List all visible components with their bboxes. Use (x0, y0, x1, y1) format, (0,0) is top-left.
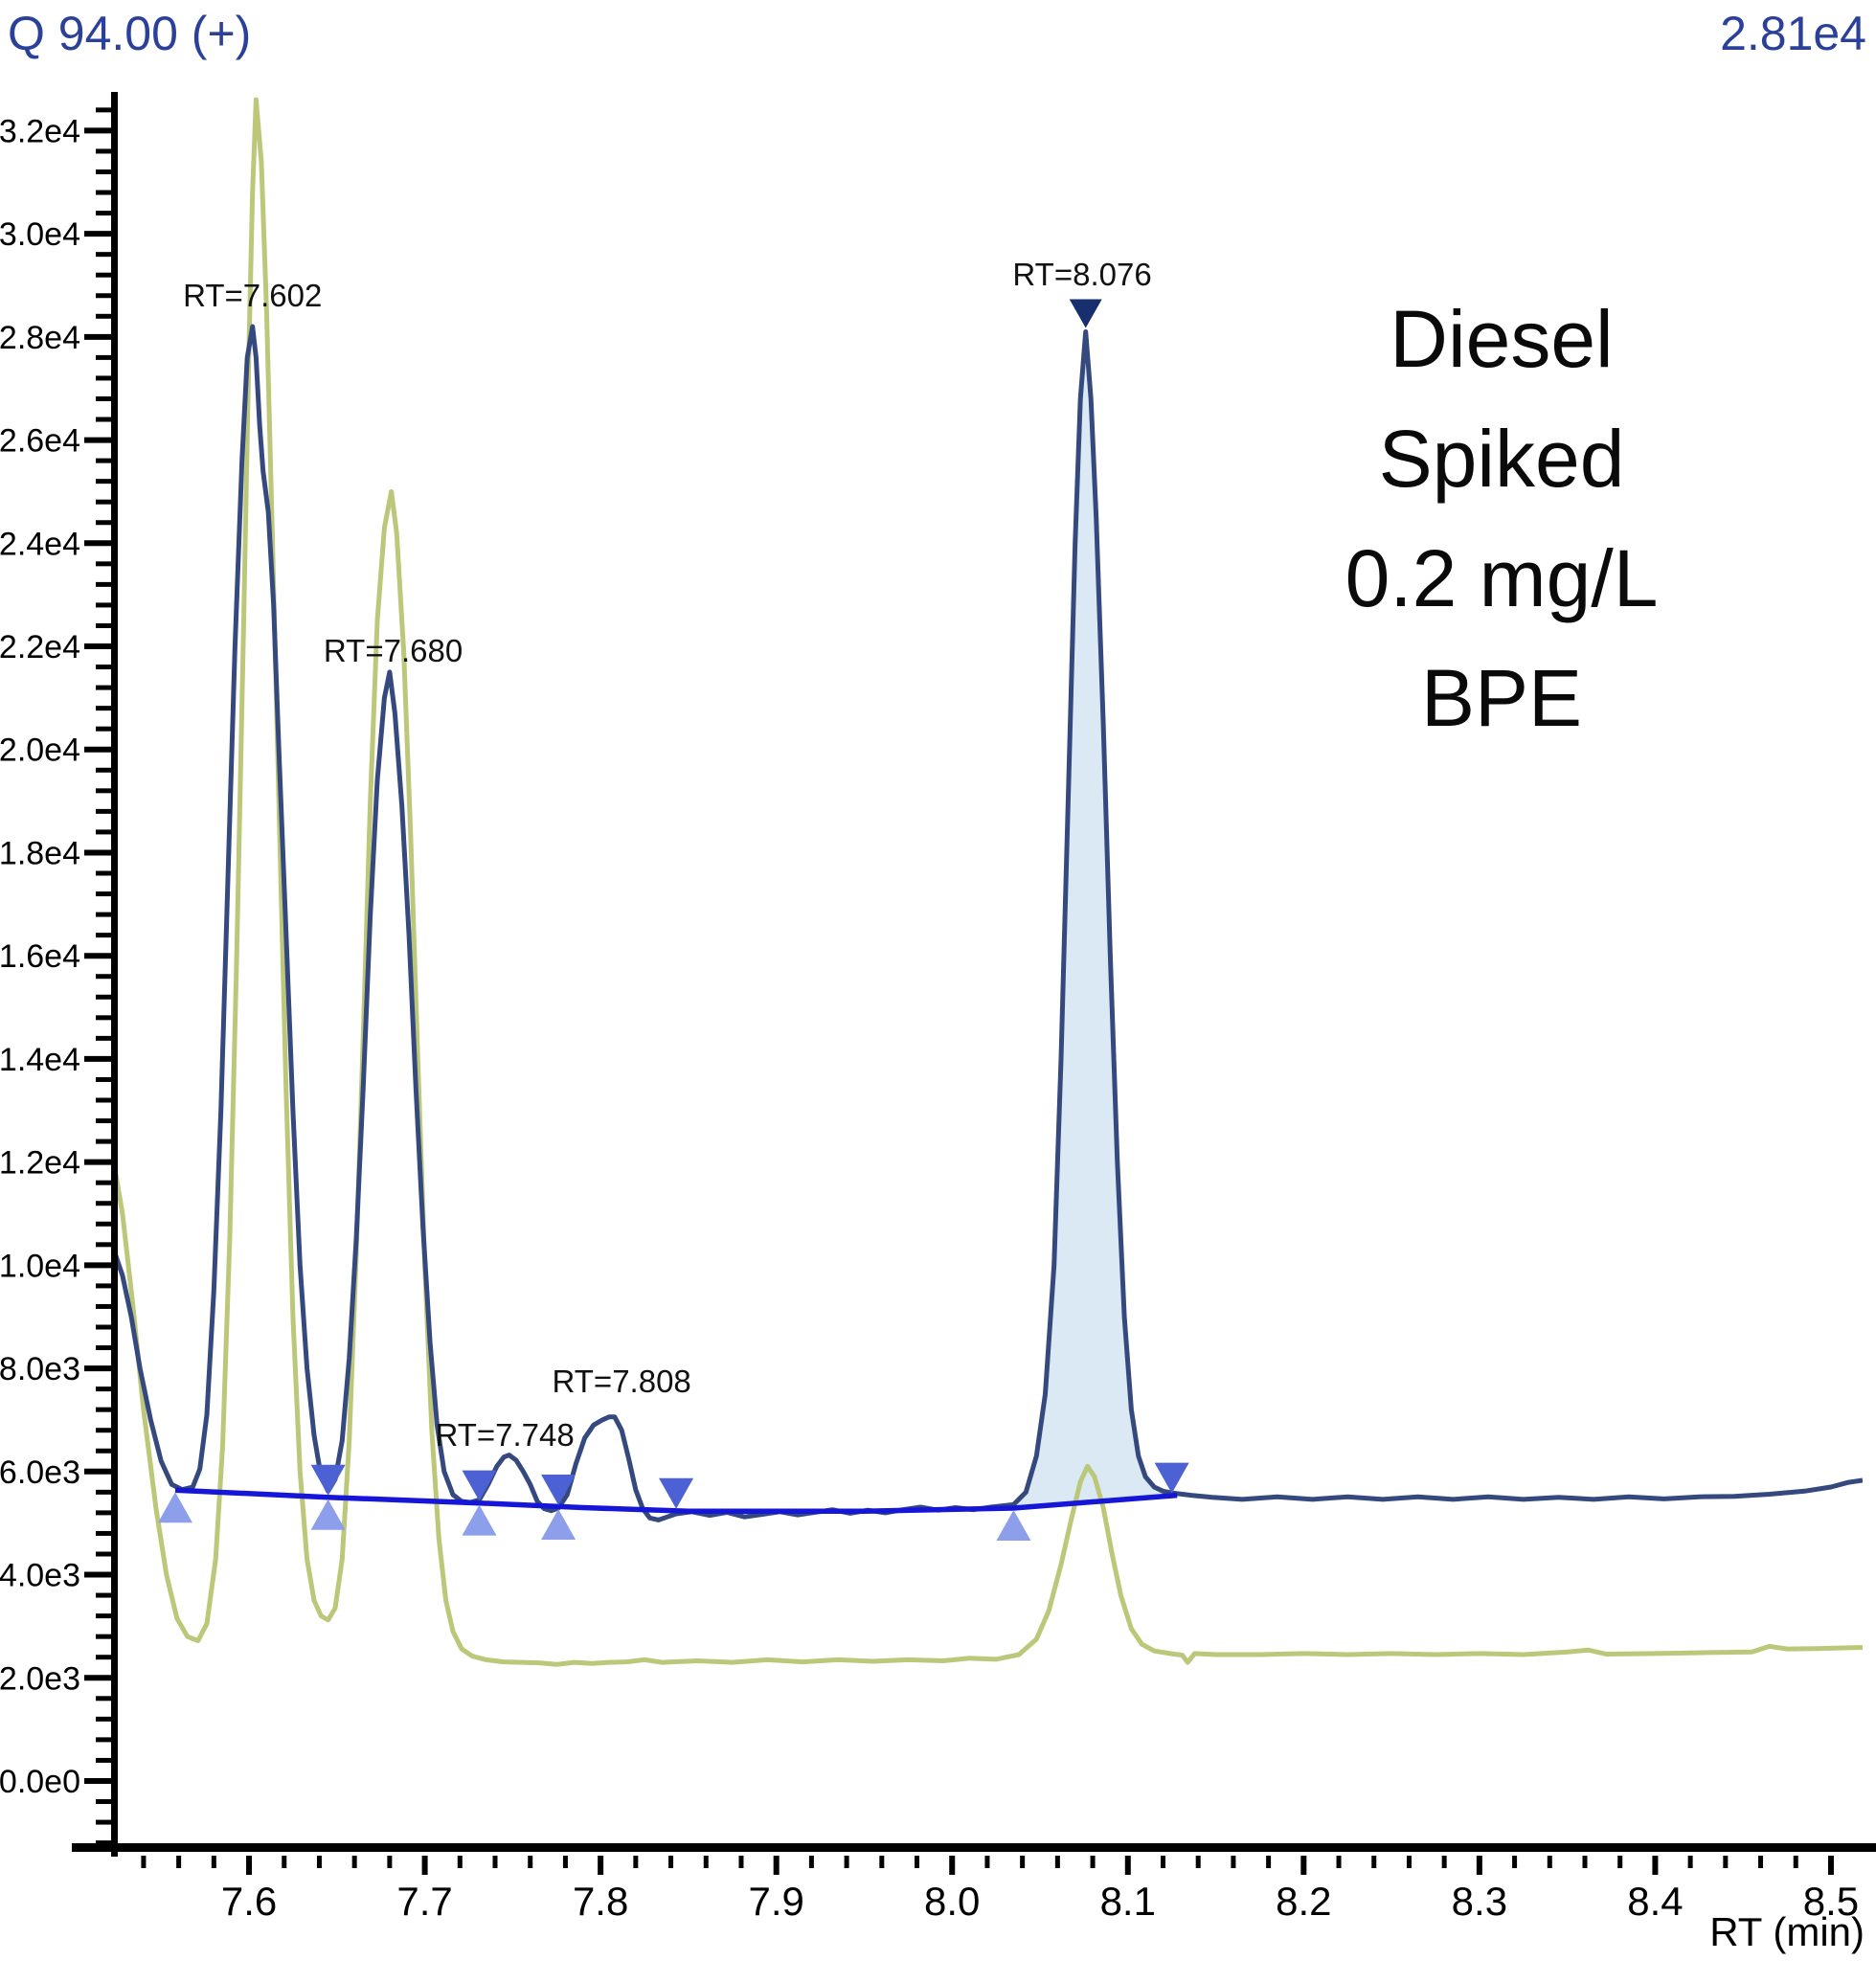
peak-rt-label: RT=7.602 (183, 277, 323, 313)
x-tick-label: 7.6 (221, 1879, 277, 1924)
y-tick-label: 1.0e4 (0, 1248, 80, 1284)
y-tick-label: 2.4e4 (0, 526, 80, 562)
x-tick-label: 7.9 (748, 1879, 803, 1924)
integrated-peak-fill (1013, 331, 1174, 1508)
y-tick-label: 1.8e4 (0, 835, 80, 871)
y-tick-label: 4.0e3 (0, 1558, 80, 1594)
y-tick-label: 2.0e4 (0, 733, 80, 769)
peak-rt-label: RT=7.808 (552, 1363, 691, 1399)
y-tick-label: 1.6e4 (0, 938, 80, 975)
annotation-line: BPE (1420, 653, 1583, 743)
peak-start-marker[interactable] (996, 1510, 1031, 1542)
peak-rt-label: RT=7.680 (323, 633, 463, 669)
y-tick-label: 2.2e4 (0, 629, 80, 665)
y-tick-label: 2.8e4 (0, 320, 80, 356)
peak-end-marker[interactable] (310, 1464, 346, 1496)
annotation-line: 0.2 mg/L (1345, 533, 1659, 623)
peak-end-marker[interactable] (462, 1470, 497, 1501)
navy-trace (115, 324, 1863, 1522)
sample-annotation: Diesel Spiked 0.2 mg/L BPE (1214, 280, 1789, 758)
x-tick-label: 7.7 (396, 1879, 452, 1924)
y-tick-label: 3.2e4 (0, 113, 80, 149)
y-tick-label: 1.2e4 (0, 1145, 80, 1182)
annotation-line: Diesel (1390, 294, 1614, 384)
peak-apex-marker[interactable] (1069, 299, 1102, 328)
y-tick-label: 6.0e3 (0, 1454, 80, 1491)
y-tick-label: 3.0e4 (0, 216, 80, 253)
y-tick-label: 2.6e4 (0, 423, 80, 460)
peak-end-marker[interactable] (659, 1477, 694, 1509)
peak-start-marker[interactable] (462, 1504, 497, 1536)
y-tick-label: 2.0e3 (0, 1660, 80, 1697)
peak-end-marker[interactable] (541, 1474, 576, 1505)
peak-rt-label: RT=7.748 (435, 1417, 575, 1454)
peak-rt-label: RT=8.076 (1012, 257, 1152, 293)
integration-baseline (174, 1487, 1178, 1515)
y-tick-label: 1.4e4 (0, 1042, 80, 1078)
annotation-line: Spiked (1378, 414, 1625, 504)
olive-trace (115, 97, 1863, 1667)
peak-start-marker[interactable] (310, 1499, 346, 1530)
x-tick-label: 8.0 (924, 1879, 980, 1924)
y-axis-line (111, 92, 118, 1857)
peak-end-marker[interactable] (1154, 1462, 1189, 1494)
y-tick-label: 8.0e3 (0, 1351, 80, 1387)
x-tick-label: 8.2 (1276, 1879, 1331, 1924)
peak-start-marker[interactable] (541, 1508, 576, 1540)
x-tick-label: 8.3 (1452, 1879, 1507, 1924)
x-axis-title: RT (min) (1709, 1909, 1865, 1954)
channel-label: Q 94.00 (+) (8, 7, 252, 60)
x-axis-line (72, 1843, 1876, 1852)
x-tick-label: 8.1 (1100, 1879, 1156, 1924)
peak-start-marker[interactable] (157, 1492, 192, 1523)
y-tick-label: 0.0e0 (0, 1764, 80, 1800)
x-tick-label: 8.5 (1803, 1879, 1859, 1924)
x-tick-label: 8.4 (1627, 1879, 1683, 1924)
max-intensity-label: 2.81e4 (1720, 7, 1866, 60)
x-tick-label: 7.8 (573, 1879, 628, 1924)
